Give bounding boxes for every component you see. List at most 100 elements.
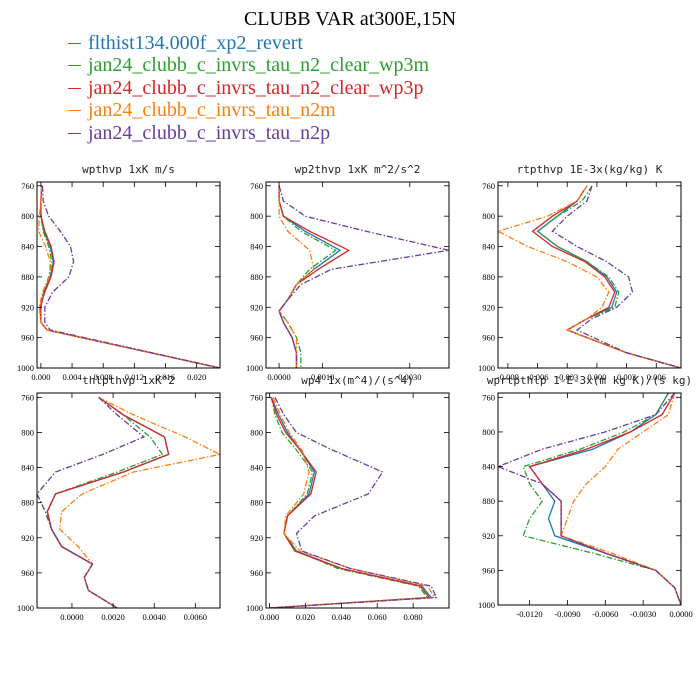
panel-title: rtpthvp 1E-3x(kg/kg) K xyxy=(517,163,663,176)
y-tick-label: 1000 xyxy=(246,363,263,373)
panel-title: wpthvp 1xK m/s xyxy=(82,163,175,176)
y-tick-label: 880 xyxy=(482,496,495,506)
series-group xyxy=(498,185,681,368)
y-tick-label: 760 xyxy=(21,181,34,191)
y-tick-label: 1000 xyxy=(246,603,263,613)
x-tick-label: 0.060 xyxy=(368,612,387,622)
series-line xyxy=(269,397,436,608)
y-tick-label: 800 xyxy=(250,427,263,437)
series-line xyxy=(39,185,220,368)
series-group xyxy=(37,396,220,608)
y-tick-label: 800 xyxy=(482,427,495,437)
series-line xyxy=(536,185,681,368)
plot-frame xyxy=(36,392,221,609)
y-tick-label: 960 xyxy=(21,333,34,343)
y-tick-label: 1000 xyxy=(17,603,34,613)
legend-entry: jan24_clubb_c_invrs_tau_n2_clear_wp3p xyxy=(68,77,429,100)
x-tick-label: 0.000 xyxy=(587,372,606,382)
y-tick-label: 880 xyxy=(21,498,34,508)
x-tick-label: 0.008 xyxy=(94,372,113,382)
series-line xyxy=(536,185,681,368)
series-line xyxy=(278,185,449,368)
y-tick-label: 960 xyxy=(250,333,263,343)
chart-title: CLUBB VAR at300E,15N xyxy=(243,8,457,30)
x-tick-label: -0.0060 xyxy=(592,609,618,619)
y-tick-label: 840 xyxy=(250,463,263,473)
x-tick-label: 0.0000 xyxy=(267,372,290,382)
x-tick-label: -0.0030 xyxy=(630,609,656,619)
y-tick-label: 960 xyxy=(250,568,263,578)
series-line xyxy=(58,396,220,608)
x-tick-label: -0.003 xyxy=(556,372,578,382)
x-tick-label: -0.0120 xyxy=(516,609,542,619)
legend-swatch xyxy=(68,42,81,44)
y-tick-label: 880 xyxy=(21,272,34,282)
x-tick-label: -0.006 xyxy=(527,372,549,382)
y-tick-label: 800 xyxy=(21,211,34,221)
series-line xyxy=(551,185,681,368)
y-tick-label: 1000 xyxy=(17,363,34,373)
y-tick-label: 760 xyxy=(250,392,263,402)
panel-6: wprtpthlp 1-E-3x(m kg K)/(s kg) 760 800 840… xyxy=(478,374,693,619)
panel-4: thlpthvp 1xK^2 760 800 840 880 920 960 1000 0.00… xyxy=(17,374,221,622)
plot-frame xyxy=(265,392,450,609)
series-line xyxy=(498,393,681,605)
x-tick-label: 0.0020 xyxy=(101,612,124,622)
y-tick-label: 760 xyxy=(21,392,34,402)
series-line xyxy=(278,185,342,368)
series-line xyxy=(46,396,170,608)
series-line xyxy=(41,185,220,368)
x-tick-label: 0.000 xyxy=(260,612,279,622)
x-tick-label: -0.0090 xyxy=(554,609,580,619)
legend-label: jan24_clubb_c_invrs_tau_n2_clear_wp3m xyxy=(88,54,430,77)
y-tick-label: 920 xyxy=(250,302,263,312)
series-group xyxy=(498,393,681,605)
series-line xyxy=(40,185,220,368)
legend-swatch xyxy=(68,87,81,89)
x-tick-label: 0.0060 xyxy=(184,612,207,622)
panel-title: wp4 1x(m^4)/(s^4) xyxy=(301,374,414,387)
series-line xyxy=(522,393,681,605)
series-group xyxy=(37,185,220,368)
panel-5: wp4 1x(m^4)/(s^4)76080084088092096010000… xyxy=(246,374,450,622)
x-tick-label: 0.003 xyxy=(617,372,636,382)
x-tick-label: 0.006 xyxy=(647,372,666,382)
series-line xyxy=(37,396,146,608)
series-line xyxy=(46,396,164,608)
series-group xyxy=(269,397,438,608)
legend-entry: jan24_clubb_c_invrs_tau_n2p xyxy=(68,122,429,145)
x-tick-label: 0.080 xyxy=(404,612,423,622)
legend-label: jan24_clubb_c_invrs_tau_n2_clear_wp3p xyxy=(88,76,424,99)
series-line xyxy=(269,397,438,608)
x-tick-label: 0.0000 xyxy=(60,612,83,622)
legend: flthist134.000f_xp2_revert jan24_clubb_c… xyxy=(68,32,429,145)
legend-swatch xyxy=(68,132,81,134)
y-tick-label: 960 xyxy=(21,568,34,578)
x-tick-label: 0.016 xyxy=(156,372,175,382)
plot-frame xyxy=(265,181,450,369)
y-tick-label: 880 xyxy=(250,498,263,508)
series-line xyxy=(278,185,315,368)
x-tick-label: 0.004 xyxy=(62,372,82,382)
series-line xyxy=(278,185,351,368)
y-tick-label: 800 xyxy=(482,211,495,221)
y-tick-label: 760 xyxy=(250,181,263,191)
y-tick-label: 840 xyxy=(21,463,34,473)
y-tick-label: 920 xyxy=(250,533,263,543)
legend-label: jan24_clubb_c_invrs_tau_n2p xyxy=(88,121,331,144)
y-tick-label: 920 xyxy=(21,533,34,543)
y-tick-label: 920 xyxy=(482,531,495,541)
x-tick-label: 0.0010 xyxy=(311,372,334,382)
y-tick-label: 1000 xyxy=(478,600,495,610)
series-line xyxy=(37,185,220,368)
panel-title: wp2thvp 1xK m^2/s^2 xyxy=(295,163,421,176)
y-tick-label: 920 xyxy=(482,302,495,312)
x-tick-label: 0.000 xyxy=(31,372,50,382)
legend-entry: jan24_clubb_c_invrs_tau_n2m xyxy=(68,99,429,123)
y-tick-label: 880 xyxy=(250,272,263,282)
x-tick-label: 0.020 xyxy=(187,372,206,382)
legend-entry: flthist134.000f_xp2_revert xyxy=(68,32,429,55)
panel-3: rtpthvp 1E-3x(kg/kg) K 760 800 840 880 920 960… xyxy=(478,163,682,382)
legend-label: jan24_clubb_c_invrs_tau_n2m xyxy=(88,99,336,122)
